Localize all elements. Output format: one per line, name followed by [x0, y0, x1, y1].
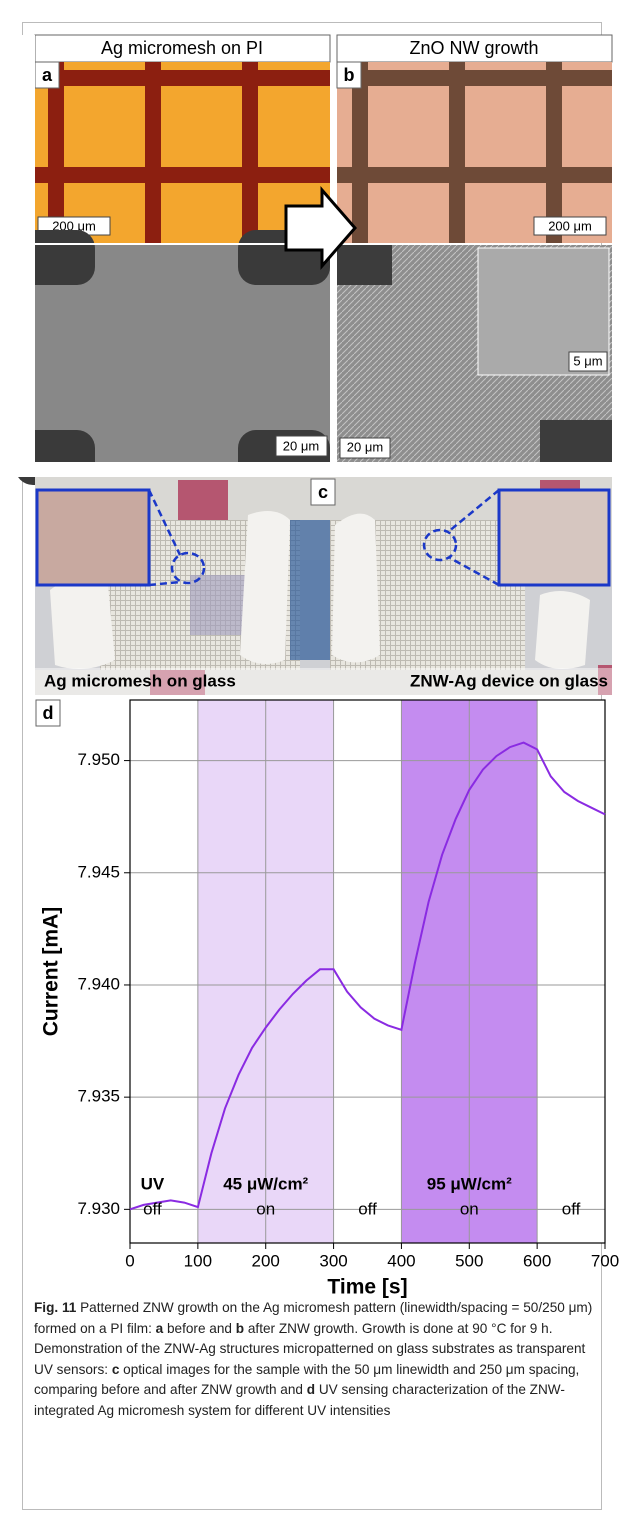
- gap: [35, 243, 335, 245]
- annotation: off: [562, 1199, 581, 1218]
- annotation-title: UV: [141, 1174, 165, 1193]
- sem-pad: [540, 420, 612, 462]
- panel-label-box: [35, 699, 61, 727]
- scale-bar: 20 μm: [283, 438, 319, 453]
- photo-patch: [598, 665, 612, 695]
- panel-label: a: [42, 65, 53, 85]
- caption-text: UV sensing characterization of the ZNW-i…: [34, 1382, 565, 1418]
- caption-text: optical images for the sample with the 5…: [34, 1361, 580, 1398]
- figure-caption: Fig. 11 Patterned ZNW growth on the Ag m…: [34, 1298, 599, 1421]
- scale-bar: 200 μm: [548, 218, 592, 233]
- electrode: [50, 578, 115, 669]
- x-tick-label: 400: [387, 1251, 415, 1270]
- optical-image: [337, 62, 612, 243]
- photo-inset: [35, 488, 151, 587]
- scale-bar: 200 μm: [52, 218, 96, 233]
- y-tick-label: 7.940: [77, 974, 120, 993]
- electrode: [240, 511, 290, 664]
- scale-box: [568, 351, 608, 372]
- label-band: [35, 668, 612, 695]
- figure: Ag micromesh on PI a 200 μm 20 μm ZnO NW…: [0, 34, 625, 1299]
- annotation-title: 95 μW/cm²: [427, 1174, 512, 1193]
- annotation-title: 45 μW/cm²: [223, 1174, 308, 1193]
- gap: [0, 462, 625, 477]
- x-tick-label: 700: [591, 1251, 619, 1270]
- annotation: on: [256, 1199, 275, 1218]
- zoom-line: [147, 489, 500, 587]
- figure-number: Fig. 11: [34, 1300, 77, 1315]
- panel-label: d: [43, 703, 54, 723]
- panel-ref: c: [111, 1361, 120, 1377]
- panel-label-box: [310, 478, 336, 506]
- annotation: off: [143, 1199, 162, 1218]
- electrode: [535, 591, 590, 669]
- x-tick-label: 0: [125, 1251, 134, 1270]
- panel-ref: a: [155, 1320, 164, 1336]
- y-axis-title: Current [mA]: [40, 907, 63, 1037]
- scale-box: [339, 437, 391, 459]
- scale-bar: 5 μm: [573, 353, 602, 368]
- caption-text: after ZNW growth. Growth is done at 90 °…: [34, 1320, 586, 1377]
- chart: 0 100 200 300 400 500 600 700 7.930 7.935 7.940 7.9…: [40, 699, 619, 1299]
- tape: [290, 520, 330, 660]
- zoom-circle: [422, 528, 458, 562]
- caption-text: before and: [163, 1320, 236, 1336]
- panel-label-box: [336, 61, 362, 89]
- sem-pad: [337, 245, 392, 285]
- scale-box: [533, 216, 607, 236]
- panel-label: c: [318, 482, 328, 502]
- x-axis-title: Time [s]: [327, 1276, 407, 1299]
- y-tick-label: 7.935: [77, 1087, 120, 1106]
- y-tick-label: 7.945: [77, 862, 120, 881]
- panel-header: ZnO NW growth: [409, 38, 538, 58]
- photo-caption: ZNW-Ag device on glass: [410, 671, 608, 690]
- x-tick-label: 200: [252, 1251, 280, 1270]
- optical-image: [35, 62, 330, 243]
- x-tick-label: 500: [455, 1251, 483, 1270]
- scale-bar: 20 μm: [347, 439, 383, 454]
- y-tick-label: 7.950: [77, 750, 120, 769]
- x-tick-label: 600: [523, 1251, 551, 1270]
- photo-patch: [178, 480, 228, 520]
- panel-header: Ag micromesh on PI: [101, 38, 263, 58]
- annotation: off: [358, 1199, 377, 1218]
- panel-ref: b: [235, 1320, 245, 1336]
- scale-box: [275, 435, 328, 457]
- annotation: on: [460, 1199, 479, 1218]
- gap: [0, 35, 35, 475]
- panel-label: b: [344, 65, 355, 85]
- plot-border: [129, 699, 606, 1244]
- arrow: [284, 185, 357, 271]
- header-box: [336, 34, 613, 63]
- panel-ref: d: [306, 1382, 316, 1397]
- x-tick-label: 300: [319, 1251, 347, 1270]
- photo-caption: Ag micromesh on glass: [44, 671, 236, 690]
- caption-text: Patterned ZNW growth on the Ag micromesh…: [34, 1300, 593, 1336]
- photo-inset: [497, 488, 611, 587]
- data-line: [129, 741, 606, 1211]
- panel-label-box: [34, 61, 60, 89]
- y-tick-label: 7.930: [77, 1199, 120, 1218]
- x-tick-label: 100: [184, 1251, 212, 1270]
- electrode: [332, 513, 380, 663]
- zoom-circle: [170, 551, 206, 585]
